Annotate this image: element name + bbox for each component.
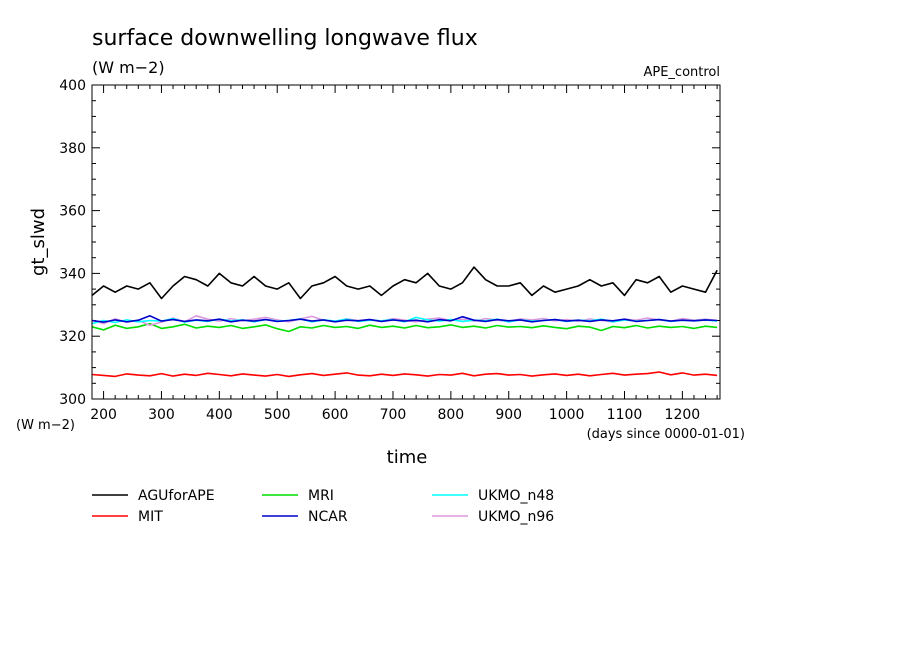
plot-frame: [91, 84, 721, 400]
legend-label-ncar: NCAR: [308, 509, 348, 525]
y-tick-label: 320: [59, 329, 86, 345]
x-axis-units: (days since 0000-01-01): [587, 427, 745, 442]
x-tick-label: 200: [90, 407, 117, 423]
chart-title: surface downwelling longwave flux: [92, 26, 478, 51]
x-axis-ticks: 200 300 400 500 600 700 800 900 1000 1100 1200: [90, 85, 718, 423]
y-axis-ticks: 300 320 340 360 380 400: [59, 78, 720, 408]
x-tick-label: 800: [437, 407, 464, 423]
series-line-aguforape: [91, 266, 718, 300]
x-tick-label: 400: [206, 407, 233, 423]
legend-label-aguforape: AGUforAPE: [138, 488, 215, 504]
x-tick-label: 500: [264, 407, 291, 423]
y-tick-label: 340: [59, 266, 86, 282]
chart-units: (W m−2): [92, 58, 165, 77]
y-axis-label: gt_slwd: [28, 208, 49, 276]
legend-label-mri: MRI: [308, 488, 334, 504]
legend: AGUforAPE MIT MRI NCAR UKMO_n48 UKMO_n96: [92, 488, 554, 525]
legend-label-ukmo-n48: UKMO_n48: [478, 488, 554, 504]
y-tick-label: 400: [59, 78, 86, 94]
series-line-mri: [91, 322, 718, 333]
y-tick-label: 380: [59, 141, 86, 157]
x-tick-label: 1200: [665, 407, 701, 423]
y-tick-label: 300: [59, 392, 86, 408]
legend-label-ukmo-n96: UKMO_n96: [478, 509, 554, 525]
x-tick-label: 1100: [607, 407, 643, 423]
series-line-mit: [91, 371, 718, 378]
experiment-label: APE_control: [643, 65, 720, 80]
y-axis-units: (W m−2): [16, 418, 75, 433]
x-tick-label: 600: [322, 407, 349, 423]
x-axis-label: time: [387, 447, 428, 468]
x-tick-label: 300: [148, 407, 175, 423]
y-tick-label: 360: [59, 204, 86, 220]
series-line-ncar: [91, 314, 718, 323]
series-lines: [91, 266, 718, 378]
legend-label-mit: MIT: [138, 509, 163, 525]
x-tick-label: 700: [380, 407, 407, 423]
x-tick-label: 1000: [549, 407, 585, 423]
x-tick-label: 900: [495, 407, 522, 423]
